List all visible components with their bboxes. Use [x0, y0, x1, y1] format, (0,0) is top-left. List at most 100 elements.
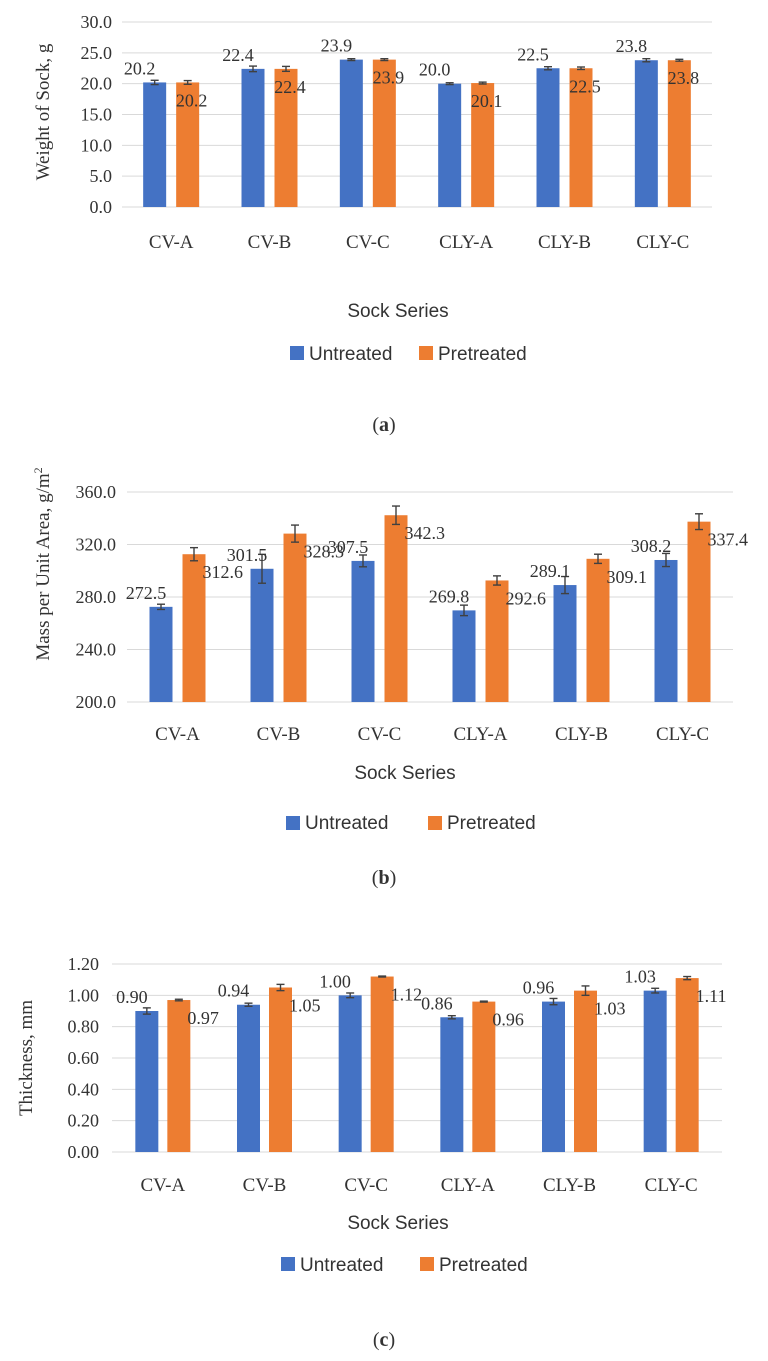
y-tick-label: 25.0: [81, 43, 113, 63]
x-tick-label: CLY-A: [439, 232, 493, 253]
error-bar: [392, 505, 400, 526]
bar-pretreated: [384, 515, 408, 702]
legend-label-pretreated: Pretreated: [438, 344, 527, 365]
error-bar: [460, 604, 468, 617]
bar-pretreated: [471, 83, 495, 207]
data-label: 0.97: [187, 1008, 219, 1028]
error-bar: [479, 1000, 488, 1003]
data-label: 301.5: [227, 545, 268, 565]
error-bar: [445, 82, 454, 86]
data-label: 308.2: [631, 536, 672, 556]
x-tick-label: CV-C: [344, 1175, 388, 1196]
error-bar: [581, 985, 590, 997]
panel-label-a: (a): [372, 414, 395, 436]
legend-label-untreated: Untreated: [309, 344, 392, 365]
data-label: 269.8: [429, 586, 470, 606]
error-bar: [642, 57, 651, 63]
x-tick-label: CLY-B: [555, 724, 608, 745]
x-tick-label: CLY-C: [656, 724, 709, 745]
y-tick-label: 0.00: [68, 1142, 100, 1162]
bar-untreated: [542, 1001, 565, 1152]
x-tick-label: CV-C: [358, 724, 402, 745]
bar-pretreated: [569, 68, 593, 207]
data-label: 1.05: [289, 996, 321, 1016]
x-axis-label: Sock Series: [347, 301, 448, 322]
bar-untreated: [241, 68, 265, 207]
bar-pretreated: [176, 82, 200, 207]
y-tick-label: 30.0: [81, 12, 113, 32]
data-label: 0.86: [421, 993, 453, 1013]
error-bar: [291, 524, 299, 543]
x-axis-label: Sock Series: [347, 1213, 448, 1234]
x-tick-label: CLY-C: [636, 232, 689, 253]
error-bar: [662, 552, 670, 568]
legend-swatch-untreated: [290, 346, 304, 360]
data-label: 1.11: [696, 986, 727, 1006]
data-label: 22.4: [274, 77, 306, 97]
data-label: 272.5: [126, 583, 167, 603]
bar-pretreated: [574, 990, 597, 1152]
bar-pretreated: [675, 978, 699, 1152]
chart-panel-c: 0.00 0.20 0.40 0.60 0.80 1.00 1.20 0.90 0.97 0.9…: [0, 902, 768, 1361]
y-tick-label: 0.80: [68, 1017, 100, 1037]
legend-swatch-untreated: [286, 816, 300, 830]
legend-label-pretreated: Pretreated: [439, 1255, 528, 1276]
bar-untreated: [536, 68, 560, 207]
error-bar: [675, 58, 684, 62]
bar-pretreated: [182, 554, 206, 702]
data-label: 337.4: [708, 530, 749, 550]
x-tick-label: CLY-C: [645, 1175, 698, 1196]
error-bar: [258, 553, 266, 584]
panel-label-c: (c): [373, 1329, 395, 1351]
error-bar: [359, 554, 367, 568]
x-tick-label: CV-A: [155, 724, 200, 745]
bar-pretreated: [485, 580, 509, 702]
bar-pretreated: [687, 521, 711, 702]
data-label: 0.96: [523, 978, 555, 998]
legend-label-pretreated: Pretreated: [447, 813, 536, 834]
error-bar: [478, 81, 487, 85]
error-bar: [276, 983, 285, 992]
panel-label-b: (b): [372, 867, 396, 889]
bar-pretreated: [586, 558, 610, 702]
y-tick-label: 280.0: [76, 587, 117, 607]
data-label: 22.4: [222, 45, 254, 65]
bar-pretreated: [372, 59, 396, 207]
y-axis-label: Thickness, mm: [16, 1000, 37, 1116]
data-label: 307.5: [328, 537, 369, 557]
bar-untreated: [250, 568, 274, 702]
data-label: 20.0: [419, 60, 451, 80]
y-tick-label: 0.60: [68, 1048, 100, 1068]
x-tick-label: CV-B: [248, 232, 292, 253]
data-label: 20.2: [176, 90, 208, 110]
data-label: 20.1: [471, 91, 503, 111]
data-label: 0.90: [116, 987, 148, 1007]
y-tick-label: 20.0: [81, 74, 113, 94]
data-label: 22.5: [517, 44, 549, 64]
bar-pretreated: [667, 60, 691, 207]
bar-untreated: [643, 990, 667, 1152]
error-bar: [380, 57, 389, 62]
data-label: 0.96: [492, 1010, 524, 1030]
error-bar: [249, 65, 257, 73]
data-label: 289.1: [530, 561, 571, 581]
error-bar: [142, 1007, 151, 1015]
y-tick-label: 10.0: [81, 135, 113, 155]
error-bar: [244, 1002, 253, 1008]
data-label: 1.12: [391, 985, 423, 1005]
x-tick-label: CV-A: [140, 1175, 185, 1196]
x-tick-label: CLY-B: [538, 232, 591, 253]
y-tick-label: 320.0: [76, 535, 117, 555]
error-bar: [157, 603, 165, 611]
error-bar: [549, 997, 558, 1006]
data-label: 309.1: [607, 567, 648, 587]
data-label: 0.94: [218, 981, 250, 1001]
bar-untreated: [237, 1004, 260, 1152]
x-axis-label: Sock Series: [354, 763, 455, 784]
error-bar: [683, 975, 692, 981]
error-bar: [561, 575, 569, 595]
data-label: 1.03: [624, 967, 656, 987]
error-bar: [282, 65, 290, 73]
x-tick-label: CLY-B: [543, 1175, 596, 1196]
y-tick-label: 200.0: [76, 692, 117, 712]
